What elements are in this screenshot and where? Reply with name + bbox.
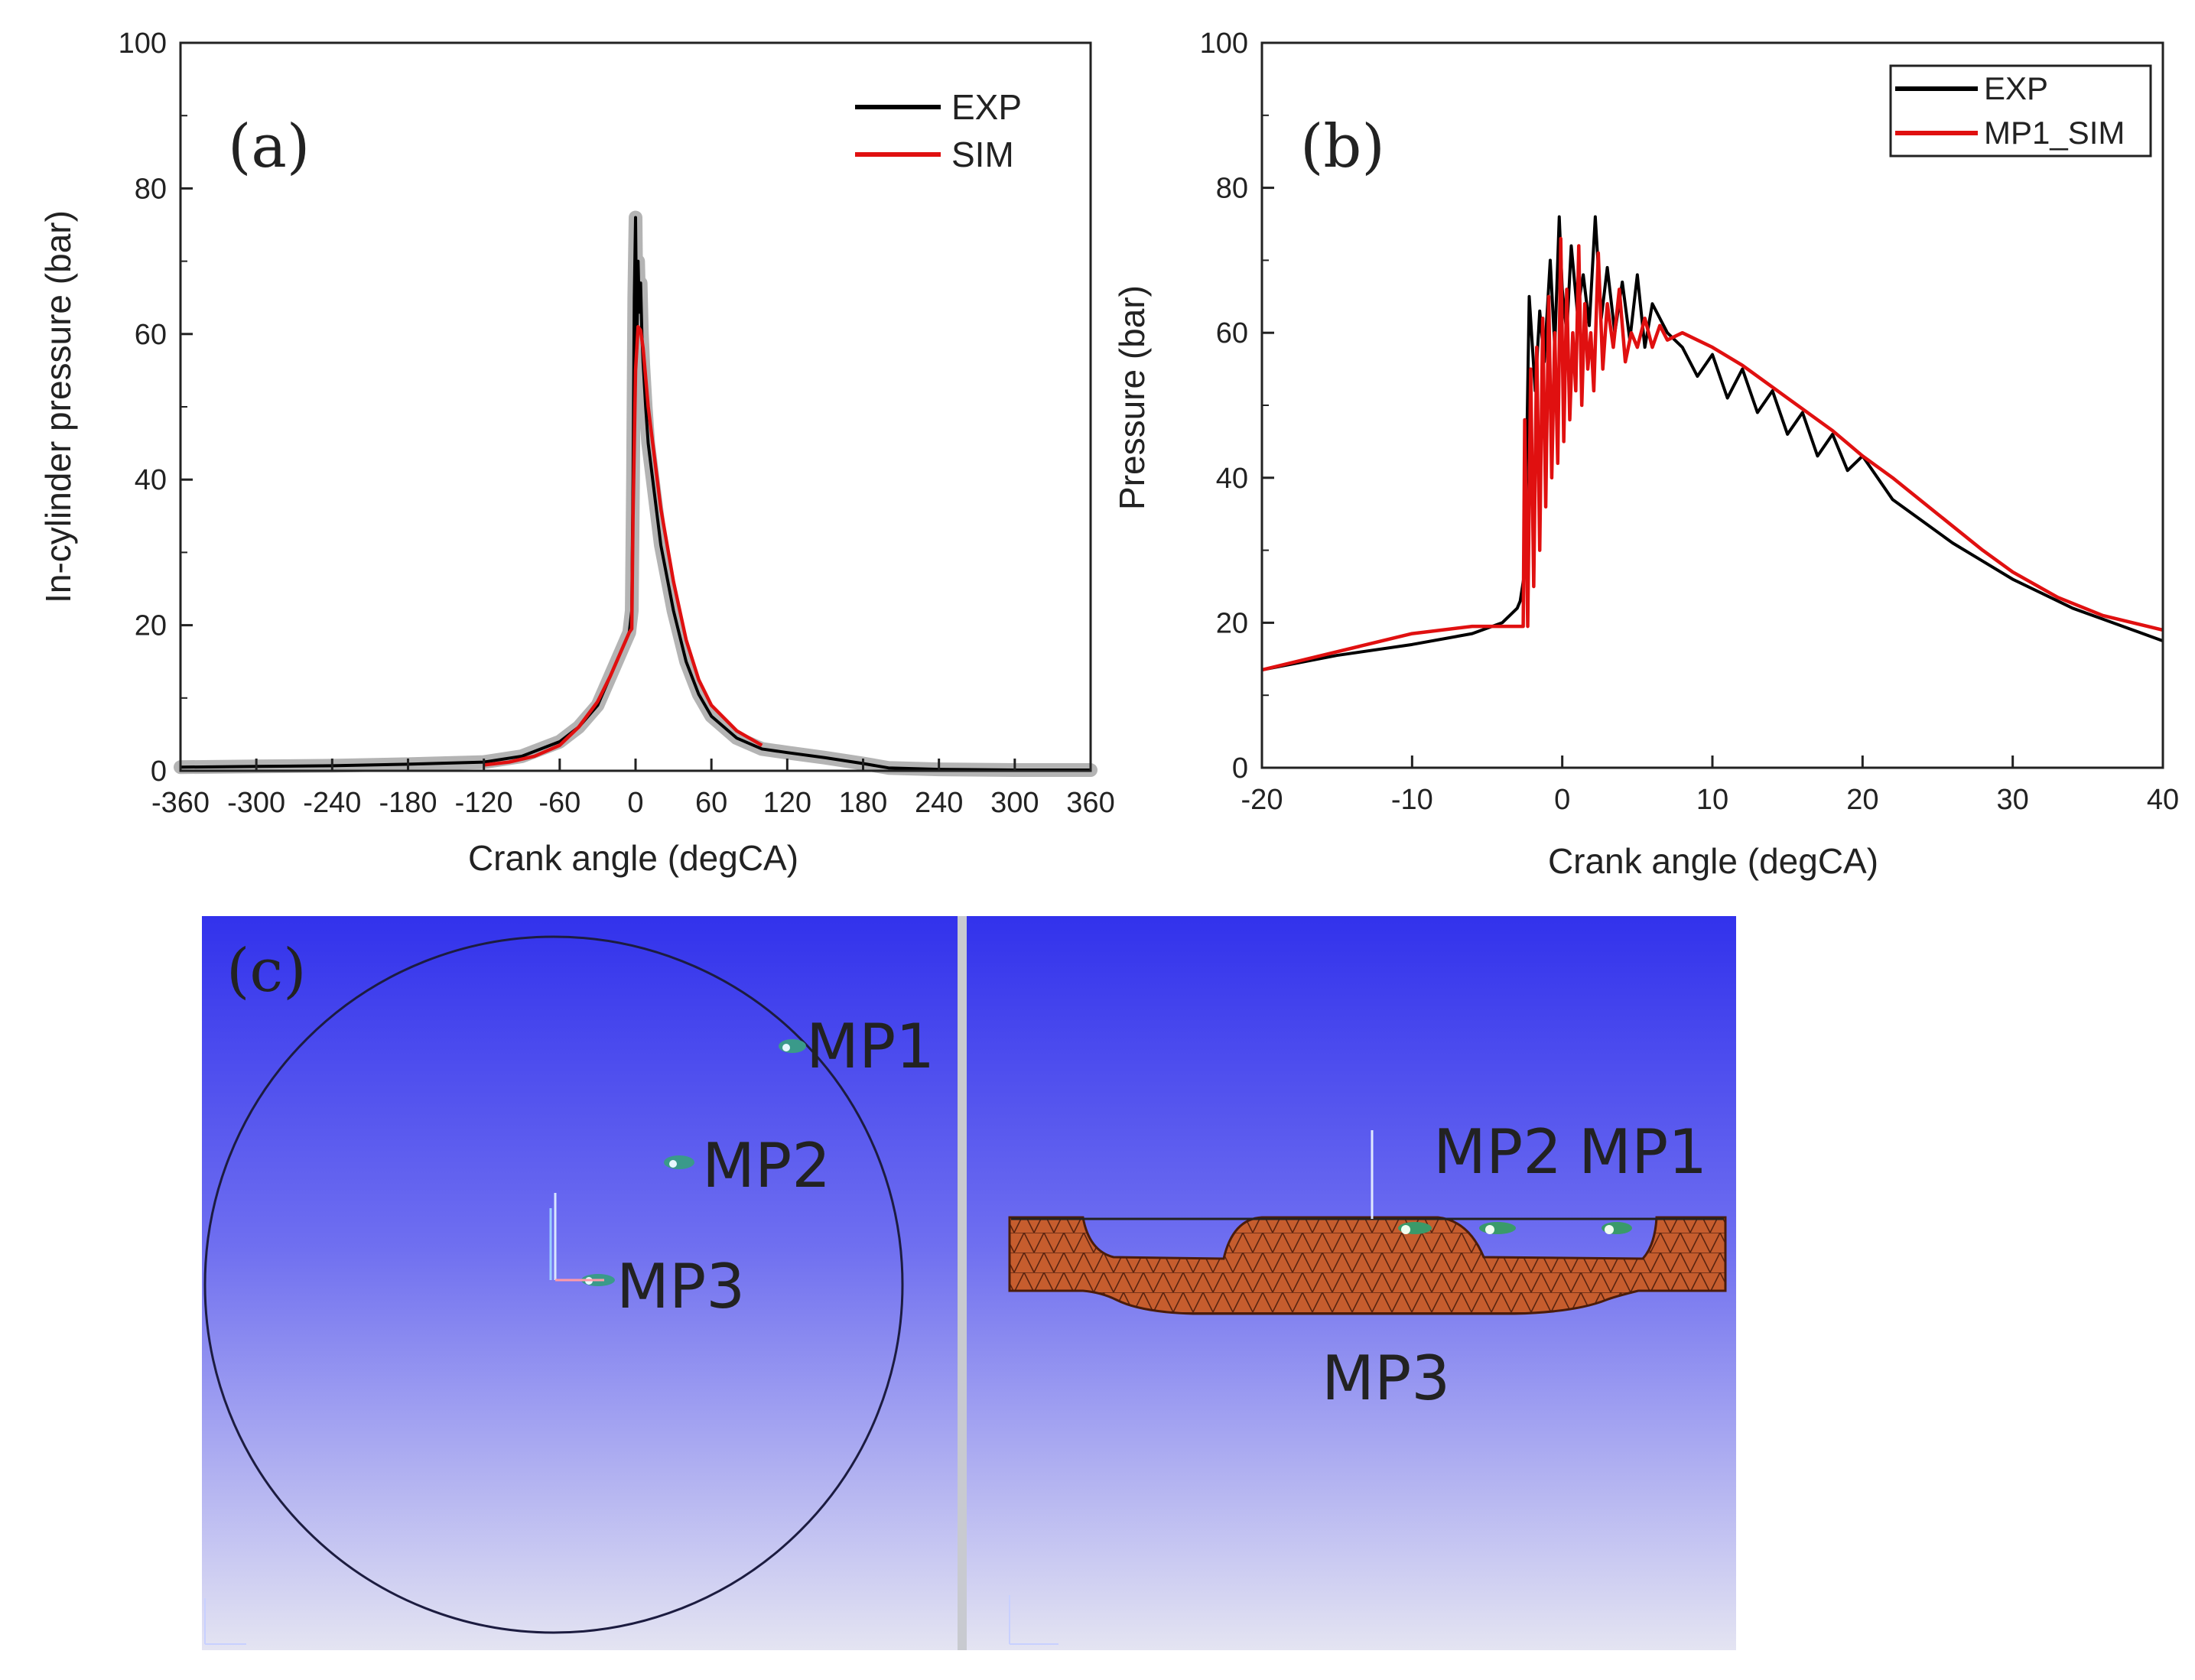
- chart-b-x-axis-title: Crank angle (degCA): [1548, 841, 1878, 881]
- chart-b-y-tick-label: 100: [1200, 28, 1248, 60]
- chart-b-y-tick-label: 20: [1216, 607, 1248, 639]
- mp2-probe-marker: [664, 1155, 694, 1169]
- side-mp2-probe-marker: [1398, 1222, 1432, 1234]
- top-view-mp3-label: MP3: [616, 1251, 745, 1322]
- chart-a-panel-label: (a): [228, 112, 310, 181]
- chart-a-x-axis-title: Crank angle (degCA): [468, 838, 798, 878]
- chart-a-legend-sim-label: SIM: [951, 135, 1014, 174]
- chart-b-ticks: -20 -10 0 10 20 30 40 0 20 40 60 80 100: [1200, 28, 2180, 816]
- chart-a-series-sim: [483, 325, 763, 767]
- chart-a-x-tick-label: -360: [151, 787, 210, 819]
- side-view-mp3-label: MP3: [1322, 1343, 1450, 1414]
- chart-a-x-tick-label: 180: [839, 787, 887, 819]
- mp2-probe-dot: [669, 1160, 677, 1168]
- top-view-corner-triad: [204, 1598, 246, 1645]
- chart-a-y-tick-label: 40: [135, 464, 167, 496]
- chart-b-x-tick-label: 0: [1554, 784, 1570, 816]
- chart-b-legend-exp-label: EXP: [1984, 70, 2048, 106]
- chart-a-x-tick-label: -120: [455, 787, 513, 819]
- top-view: (c) MP1 MP2 MP3: [202, 916, 958, 1650]
- chart-b-legend-box: [1889, 64, 2152, 158]
- chart-b-series-exp: [1261, 215, 2164, 671]
- chart-b-y-tick-label: 80: [1216, 173, 1248, 205]
- chart-b-y-axis-title: Pressure (bar): [1112, 285, 1152, 510]
- side-view: MP2 MP1 MP3: [967, 916, 1736, 1650]
- top-view-background: [202, 916, 958, 1650]
- chart-a-x-tick-label: 300: [990, 787, 1039, 819]
- side-mp1-probe-dot: [1485, 1225, 1494, 1234]
- side-view-mp2-label: MP2: [1433, 1116, 1562, 1188]
- chart-b-x-tick-label: -20: [1241, 784, 1283, 816]
- chart-a-y-tick-label: 20: [135, 610, 167, 642]
- chart-a-y-tick-label: 100: [119, 28, 167, 60]
- chart-b-legend-sim-label: MP1_SIM: [1984, 115, 2125, 151]
- mp1-probe-marker: [779, 1039, 806, 1053]
- top-view-mp2-label: MP2: [702, 1130, 831, 1201]
- chart-b-series-mp1-sim: [1261, 236, 2164, 672]
- chart-a-y-tick-label: 60: [135, 319, 167, 351]
- piston-mesh-cross-section: [1008, 1216, 1727, 1315]
- chart-b-x-tick-label: 10: [1696, 784, 1728, 816]
- mp1-probe-dot: [782, 1044, 790, 1051]
- panel-c-label: (c): [226, 937, 307, 1006]
- side-mp3-probe-dot: [1605, 1225, 1614, 1234]
- chart-a-x-tick-label: 60: [695, 787, 727, 819]
- cylinder-bore-outline: [203, 935, 904, 1634]
- view-divider: [958, 916, 967, 1650]
- chart-a-legend-exp-label: EXP: [951, 87, 1022, 127]
- chart-a-y-tick-label: 80: [135, 173, 167, 205]
- chart-a-x-tick-label: 120: [763, 787, 811, 819]
- top-view-mp1-label: MP1: [806, 1011, 935, 1082]
- chart-a-y-axis-title: In-cylinder pressure (bar): [38, 210, 78, 603]
- chart-a-exp-cycle-spread: [174, 210, 1098, 778]
- chart-a-x-tick-label: 360: [1066, 787, 1114, 819]
- mp3-probe-marker: [581, 1274, 615, 1286]
- side-mp2-probe-dot: [1401, 1225, 1410, 1234]
- chart-b-frame: [1260, 41, 2164, 769]
- chart-a-x-tick-label: -240: [303, 787, 361, 819]
- chart-a-series-exp: [180, 216, 1091, 772]
- chart-a-x-tick-label: -300: [227, 787, 285, 819]
- chart-a-frame: [179, 41, 1092, 772]
- side-mp1-probe-marker: [1479, 1222, 1516, 1234]
- chart-b-x-tick-label: 30: [1997, 784, 2029, 816]
- chart-b-x-tick-label: 20: [1846, 784, 1878, 816]
- chart-b-x-tick-label: 40: [2147, 784, 2179, 816]
- chart-a-plot: [174, 210, 1098, 778]
- chart-a-x-tick-label: -60: [538, 787, 580, 819]
- side-view-background: [967, 916, 1736, 1650]
- top-view-axis-triad: [549, 1193, 604, 1282]
- chart-a-x-tick-label: 240: [915, 787, 963, 819]
- side-mp3-probe-marker: [1602, 1222, 1632, 1234]
- chart-a-x-tick-label: 0: [627, 787, 643, 819]
- chart-a-ticks: -360 -300 -240 -180 -120 -60 0 60 120 180 240 300 36…: [119, 28, 1115, 819]
- chart-b-y-tick-label: 40: [1216, 463, 1248, 495]
- chart-b-y-tick-label: 60: [1216, 317, 1248, 349]
- side-view-corner-triad: [1009, 1595, 1058, 1645]
- side-view-mp1-label: MP1: [1579, 1116, 1707, 1188]
- chart-b-panel-label: (b): [1300, 112, 1385, 181]
- chart-b-y-tick-label: 0: [1232, 752, 1248, 785]
- mp3-probe-dot: [585, 1277, 593, 1285]
- chart-b-plot: [1261, 215, 2164, 672]
- chart-a-y-tick-label: 0: [151, 756, 167, 788]
- chart-a-x-tick-label: -180: [379, 787, 437, 819]
- chart-b-x-tick-label: -10: [1391, 784, 1433, 816]
